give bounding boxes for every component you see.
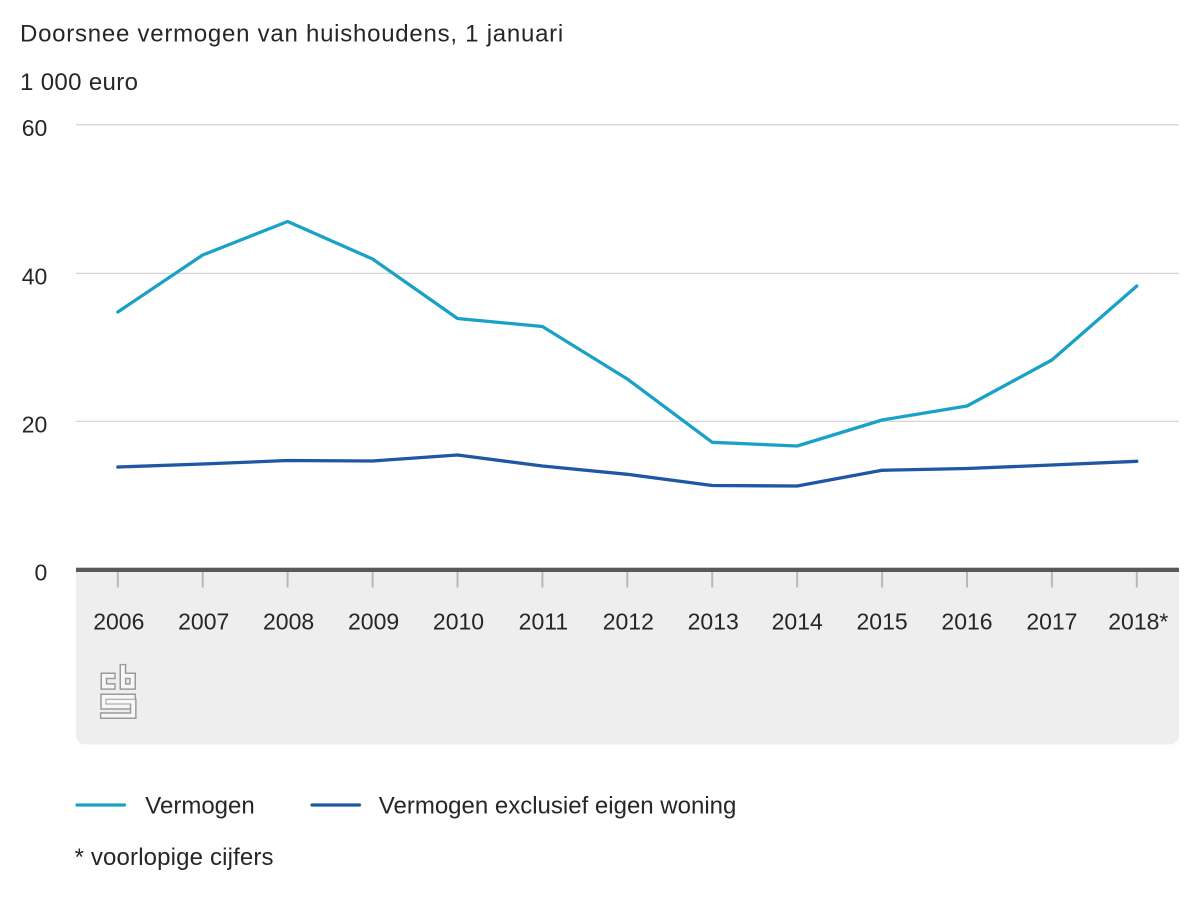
svg-text:2014: 2014: [772, 609, 823, 635]
svg-text:Vermogen exclusief eigen wonin: Vermogen exclusief eigen woning: [379, 793, 737, 820]
svg-text:2018*: 2018*: [1108, 609, 1168, 635]
svg-text:2011: 2011: [519, 609, 568, 635]
svg-text:40: 40: [22, 264, 48, 290]
svg-text:Doorsnee vermogen van huishoud: Doorsnee vermogen van huishoudens, 1 jan…: [20, 21, 564, 48]
svg-text:2013: 2013: [688, 609, 739, 635]
svg-text:* voorlopige cijfers: * voorlopige cijfers: [75, 844, 274, 871]
svg-text:2016: 2016: [941, 609, 992, 635]
svg-text:2015: 2015: [857, 609, 908, 635]
svg-text:1 000 euro: 1 000 euro: [20, 69, 138, 96]
svg-text:Vermogen: Vermogen: [145, 793, 254, 820]
svg-text:2010: 2010: [433, 609, 484, 635]
svg-text:60: 60: [22, 115, 48, 141]
svg-text:20: 20: [22, 411, 48, 437]
svg-text:2012: 2012: [603, 609, 654, 635]
svg-text:2008: 2008: [263, 609, 314, 635]
svg-text:2017: 2017: [1026, 609, 1077, 635]
svg-text:2009: 2009: [348, 609, 399, 635]
svg-text:0: 0: [35, 559, 48, 585]
svg-text:2006: 2006: [93, 609, 144, 635]
svg-text:2007: 2007: [178, 609, 229, 635]
